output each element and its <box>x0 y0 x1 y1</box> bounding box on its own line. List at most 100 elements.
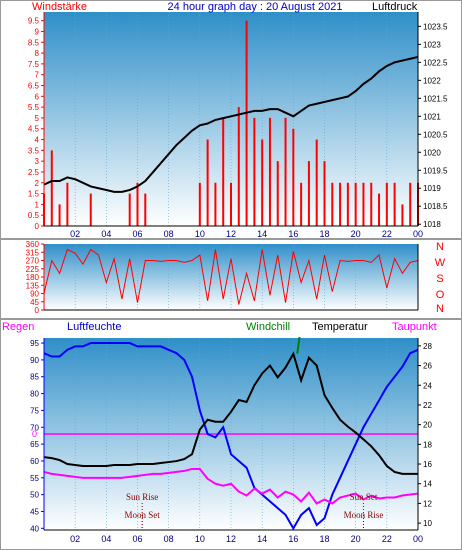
panel1-x-tick-label: 18 <box>319 229 329 239</box>
panel3-x-tick-label: 10 <box>195 534 205 544</box>
panel3-x-tick-label: 08 <box>164 534 174 544</box>
panel3-x-tick-label: 22 <box>382 534 392 544</box>
panel1-y-right-tick-label: 1019.5 <box>423 166 448 175</box>
panel1-y-left-tick-label: 1.5 <box>28 190 40 199</box>
panel1-y-right-tick-label: 1020 <box>423 148 441 157</box>
panel3-x-tick-label: 12 <box>226 534 236 544</box>
panel1-y-left-tick-label: 9.5 <box>28 17 40 26</box>
panel1-y-left-tick-label: 0.5 <box>28 211 40 220</box>
panel3-y-left-tick-label: 80 <box>30 390 39 399</box>
panel1-right-title: Luftdruck <box>372 1 418 13</box>
panel1-y-right-tick-label: 1020.5 <box>423 130 448 139</box>
pressure-line <box>43 55 419 193</box>
panel3-y-right-tick-label: 14 <box>423 480 432 489</box>
panel2-y-tick-label: 360 <box>26 240 40 249</box>
panel2-y-tick-label: 315 <box>26 248 40 257</box>
panel3-y-left-tick-label: 65 <box>30 440 39 449</box>
astro-label: Sun Rise <box>126 492 158 502</box>
panel3-x-tick-label: 06 <box>132 534 142 544</box>
panel2-compass-label: N <box>436 241 444 253</box>
astro-annotations: Sun Rise Moon Set Sun Set Moon Rise <box>125 492 384 530</box>
panel3-y-right-tick-label: 12 <box>423 499 432 508</box>
wind-direction-line <box>43 248 419 305</box>
panel3-x-tick-label: 18 <box>319 534 329 544</box>
panel3-y-left-tick-label: 95 <box>30 339 39 348</box>
panel1-x-tick-label: 00 <box>413 229 423 239</box>
panel2-y-tick-label: 135 <box>26 281 40 290</box>
panel1-y-right-tick-label: 1021.5 <box>423 94 448 103</box>
panel3-y-left-tick-label: 75 <box>30 406 39 415</box>
temperature-line <box>43 351 418 475</box>
windchill-label: Windchill <box>246 321 290 333</box>
astro-label: Sun Set <box>350 492 378 502</box>
panel1-y-right-tick-label: 1022.5 <box>423 58 448 67</box>
panel1-x-tick-label: 12 <box>226 229 236 239</box>
panel3-axes: 02 04 06 08 10 12 14 16 18 20 22 00 40 45 50 55 60 65 70 75… <box>30 338 432 544</box>
panel1-x-tick-label: 06 <box>132 229 142 239</box>
panel3-y-right-tick-label: 22 <box>423 401 432 410</box>
panel2-y-tick-label: 270 <box>26 257 40 266</box>
temperatur-label: Temperatur <box>312 321 368 333</box>
panel1-x-tick-label: 22 <box>382 229 392 239</box>
panel1-chart-title: 24 hour graph day : 20 August 2021 <box>168 1 343 13</box>
panel1-y-right-tick-label: 1022 <box>423 76 441 85</box>
panel3-y-right-tick-label: 28 <box>423 342 432 351</box>
panel3-x-tick-label: 02 <box>70 534 80 544</box>
taupunkt-label: Taupunkt <box>392 321 437 333</box>
panel2-compass-label: N <box>436 303 444 315</box>
panel1-axes: 02 04 06 08 10 12 14 16 18 20 22 0000.511.522.533.5… <box>28 12 448 239</box>
panel2-y-tick-label: 45 <box>30 298 39 307</box>
panel-humidity-temperature: 02 04 06 08 10 12 14 16 18 20 22 00 40 45 50 55 60 65 70 75… <box>0 319 462 550</box>
panel2-y-tick-label: 0 <box>35 306 40 315</box>
panel1-y-left-tick-label: 5 <box>35 114 40 123</box>
panel3-y-right-tick-label: 16 <box>423 460 432 469</box>
panel1-y-right-tick-label: 1018.5 <box>423 202 448 211</box>
panel1-y-right-tick-label: 1023.5 <box>423 22 448 31</box>
panel3-y-right-tick-label: 26 <box>423 362 432 371</box>
panel3-x-tick-label: 20 <box>351 534 361 544</box>
panel2-y-tick-label: 90 <box>30 290 39 299</box>
panel3-x-tick-label: 04 <box>101 534 111 544</box>
panel-wind-pressure: 02 04 06 08 10 12 14 16 18 20 22 0000.511.522.533.5… <box>0 0 462 239</box>
panel3-y-right-tick-label: 20 <box>423 421 432 430</box>
panel1-x-tick-label: 16 <box>288 229 298 239</box>
panel3-y-left-tick-label: 45 <box>30 507 39 516</box>
astro-label: Moon Rise <box>344 510 384 520</box>
panel1-y-right-tick-label: 1019 <box>423 184 441 193</box>
panel2-compass-label: S <box>436 273 443 285</box>
panel2-grid <box>74 244 419 310</box>
panel3-y-left-tick-label: 55 <box>30 474 39 483</box>
wind-direction-series <box>43 248 419 305</box>
panel1-y-left-tick-label: 6.5 <box>28 81 40 90</box>
panel1-x-tick-label: 14 <box>257 229 267 239</box>
panel3-series <box>43 336 419 531</box>
panel1-y-left-tick-label: 2 <box>35 179 40 188</box>
panel1-y-right-tick-label: 1023 <box>423 40 441 49</box>
panel2-compass-label: W <box>435 257 446 269</box>
pressure-series <box>43 55 419 193</box>
panel1-y-left-tick-label: 8.5 <box>28 38 40 47</box>
astro-label: Moon Set <box>125 510 161 520</box>
panel1-y-left-tick-label: 7 <box>35 71 40 80</box>
panel3-x-tick-label: 00 <box>413 534 423 544</box>
dewpoint-line <box>43 467 419 505</box>
panel1-y-left-tick-label: 4.5 <box>28 125 40 134</box>
panel1-x-tick-label: 02 <box>70 229 80 239</box>
panel1-y-left-tick-label: 6 <box>35 92 40 101</box>
panel3-y-left-tick-label: 50 <box>30 491 39 500</box>
panel1-left-title: Windstärke <box>32 1 87 13</box>
panel1-x-tick-label: 20 <box>351 229 361 239</box>
panel2-compass-label: O <box>436 289 445 301</box>
rain-zero-value: 0 <box>32 429 37 439</box>
panel1-y-left-tick-label: 1 <box>35 200 40 209</box>
panel1-y-left-tick-label: 2.5 <box>28 168 40 177</box>
panel1-y-left-tick-label: 5.5 <box>28 103 40 112</box>
wind-speed-series <box>43 20 419 226</box>
panel1-y-left-tick-label: 3.5 <box>28 146 40 155</box>
panel2-y-tick-label: 180 <box>26 273 40 282</box>
panel1-y-left-tick-label: 8 <box>35 49 40 58</box>
panel3-y-left-tick-label: 70 <box>30 423 39 432</box>
